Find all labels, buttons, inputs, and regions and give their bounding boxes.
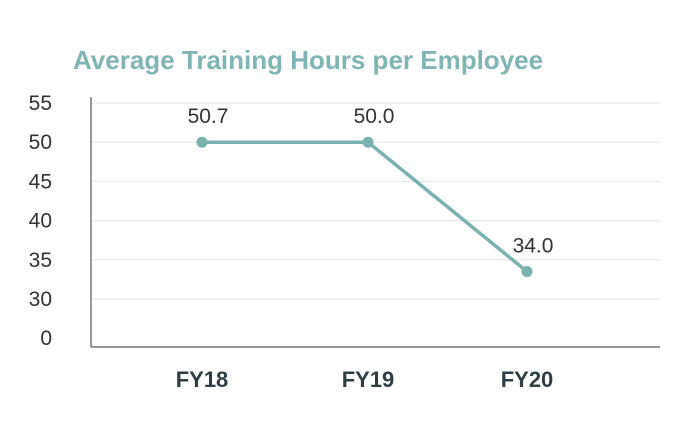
data-point: [521, 266, 533, 278]
y-tick-label: 50: [29, 131, 52, 154]
data-label: 34.0: [513, 235, 554, 258]
y-tick-label: 30: [29, 288, 52, 311]
x-axis-ticks: FY18 FY19 FY20: [176, 367, 554, 392]
data-label: 50.7: [188, 105, 229, 128]
y-tick-label: 35: [29, 249, 52, 272]
data-labels: 50.7 50.0 34.0: [188, 105, 554, 257]
y-tick-label: 45: [29, 170, 52, 193]
data-point: [196, 136, 208, 148]
series-layer: [196, 136, 533, 278]
y-axis-ticks: 55 50 45 40 35 30 0: [29, 92, 52, 350]
x-tick-label: FY18: [176, 367, 229, 392]
grid-lines: [91, 102, 660, 300]
y-tick-label: 55: [29, 92, 52, 115]
axes: [90, 97, 660, 348]
series-line: [200, 140, 529, 274]
y-tick-label: 40: [29, 210, 52, 233]
x-tick-label: FY19: [342, 367, 395, 392]
y-tick-label: 0: [40, 327, 52, 350]
x-tick-label: FY20: [501, 367, 554, 392]
data-point: [362, 136, 374, 148]
chart-title: Average Training Hours per Employee: [73, 45, 543, 75]
data-label: 50.0: [354, 105, 395, 128]
